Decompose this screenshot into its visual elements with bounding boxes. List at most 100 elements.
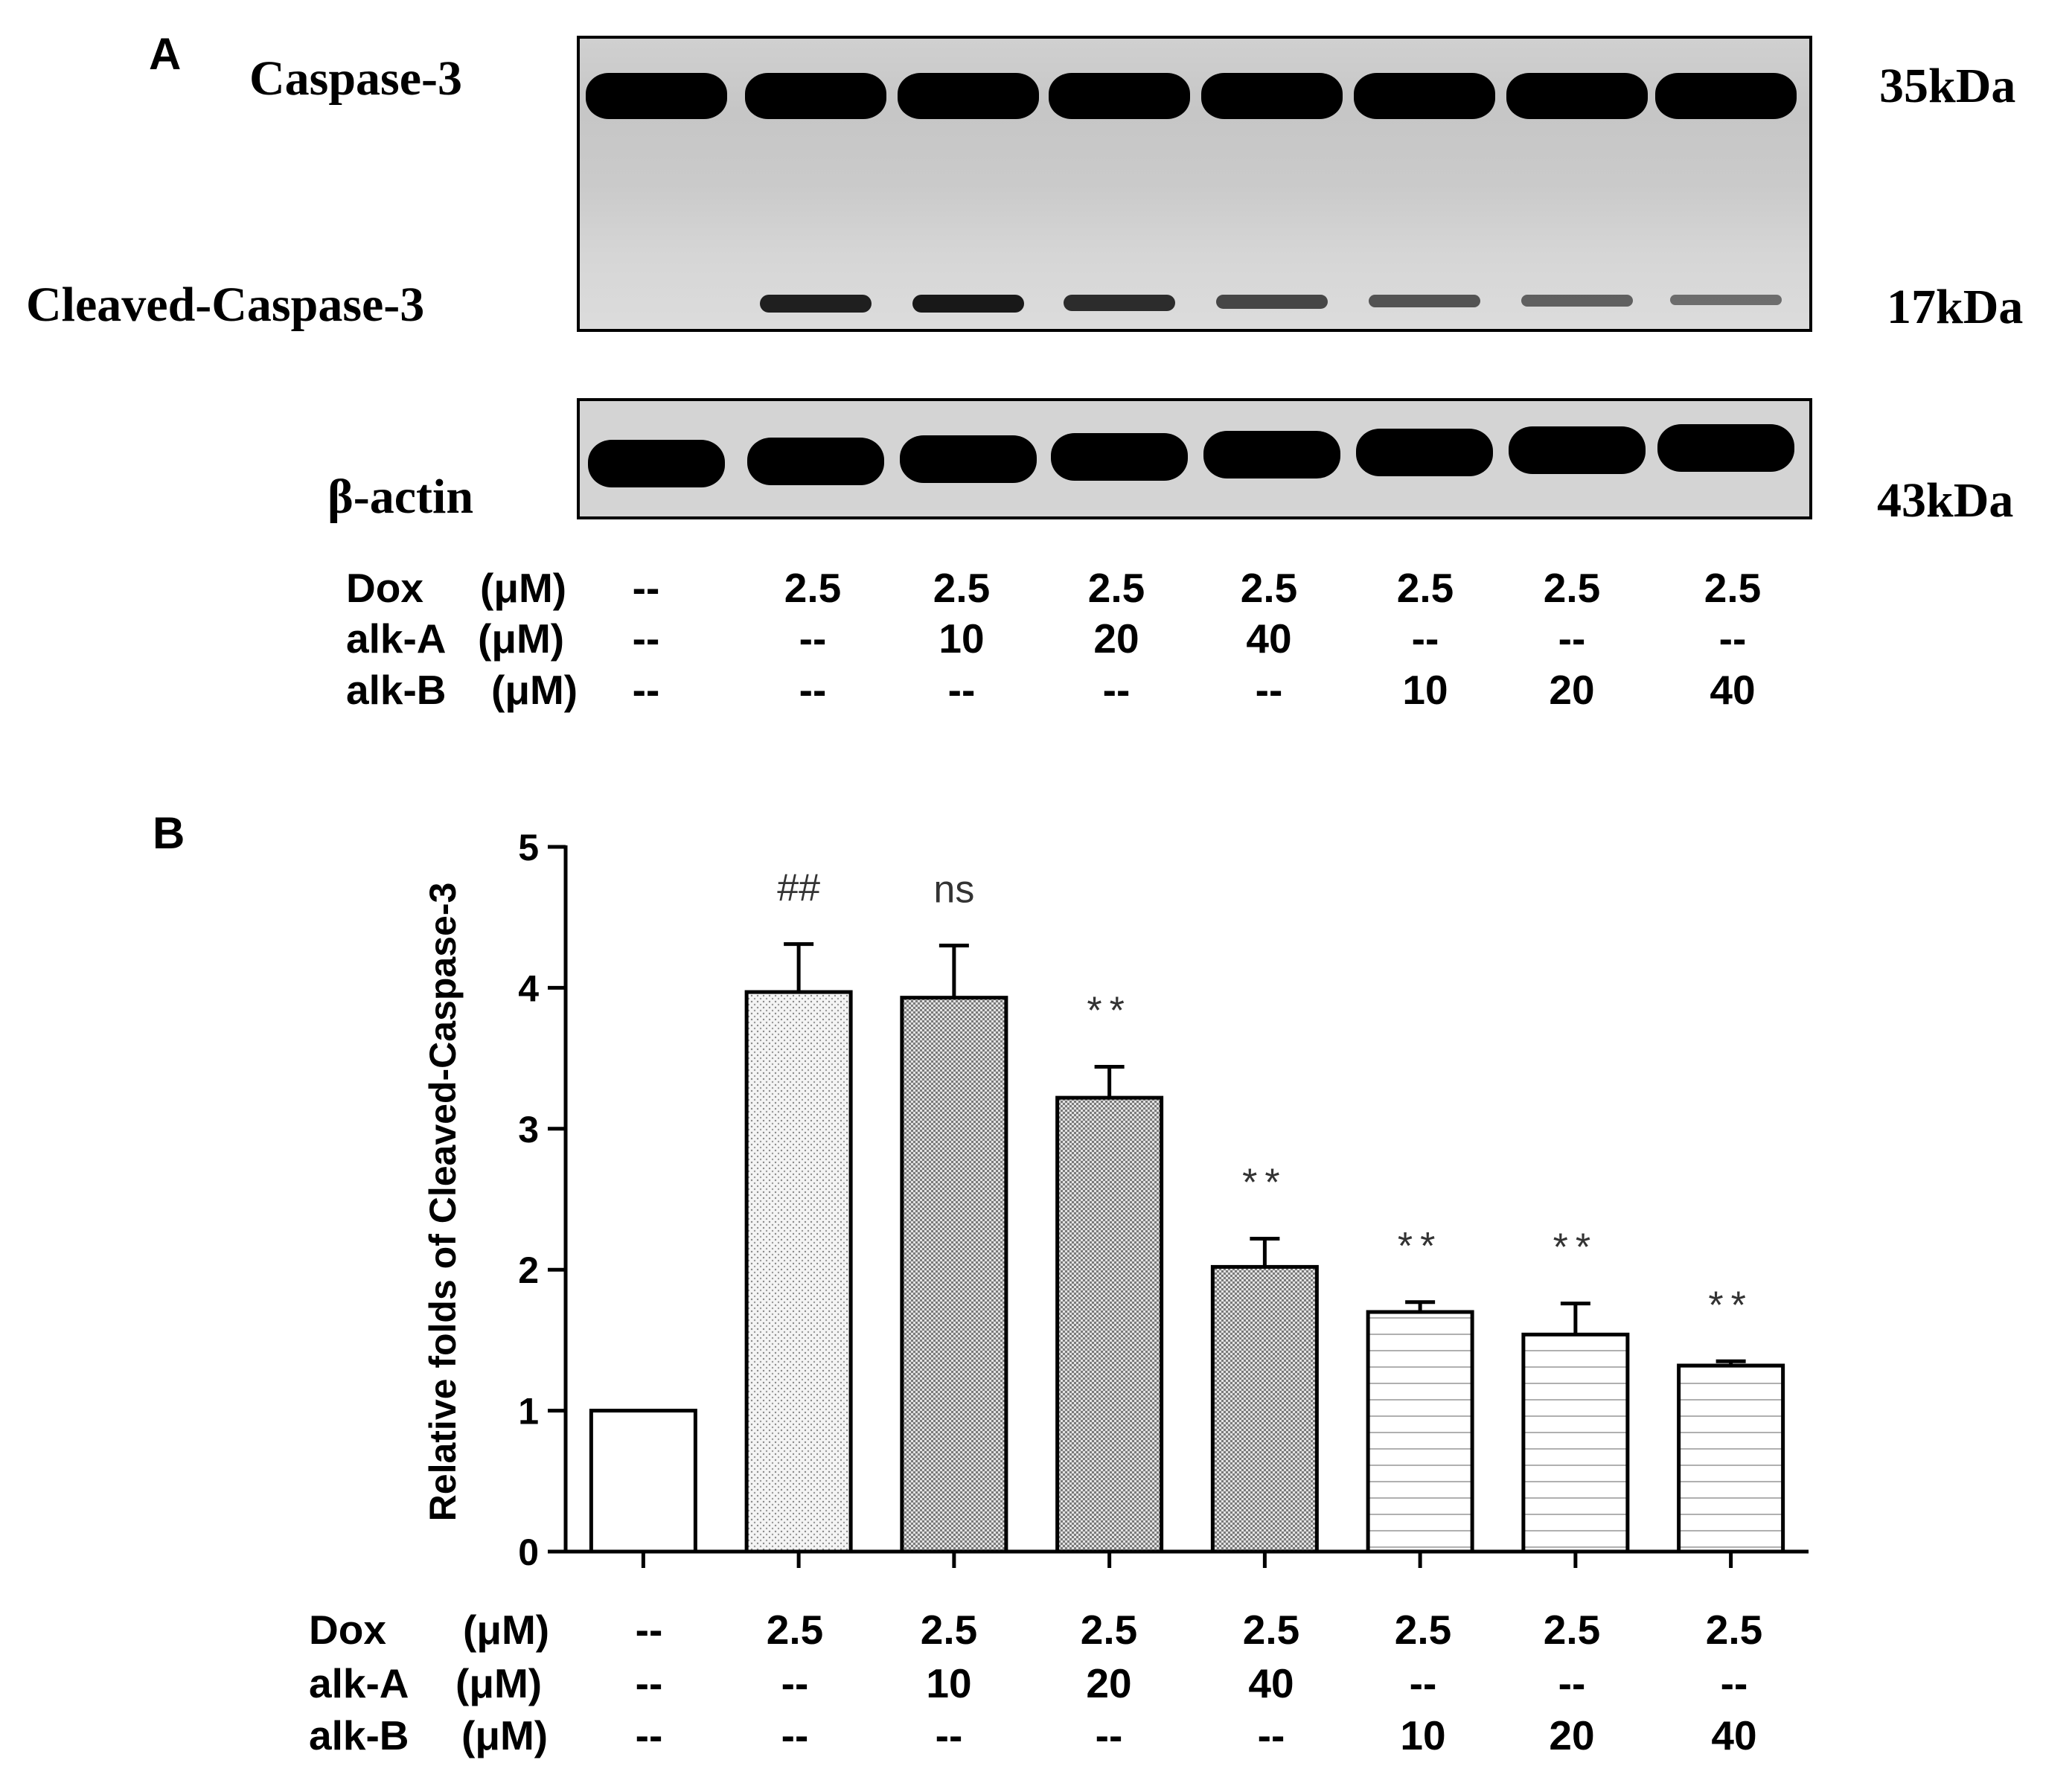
y-tick-label: 2 — [518, 1249, 539, 1291]
bar — [1055, 1095, 1164, 1554]
significance-annotation: ** — [1087, 989, 1131, 1032]
cleaved-caspase3-band — [760, 295, 872, 313]
y-tick-label: 3 — [518, 1109, 539, 1150]
panel-a-cell: 40 — [1710, 667, 1756, 713]
bar — [900, 996, 1008, 1554]
panel-b-cell: 2.5 — [766, 1607, 824, 1653]
cleaved-caspase3-band — [1369, 295, 1480, 308]
bar — [1210, 1264, 1319, 1554]
panel-a-dox-unit: (μM) — [480, 565, 567, 611]
mw-43kda-label: 43kDa — [1877, 473, 2014, 528]
panel-a-cell: 2.5 — [1240, 565, 1298, 611]
panel-a-cell: 20 — [1093, 615, 1139, 662]
mw-17kda-label: 17kDa — [1887, 280, 2024, 334]
significance-annotation: ** — [1553, 1226, 1598, 1270]
caspase3-band — [1655, 73, 1797, 119]
panel-a-cell: -- — [632, 565, 660, 611]
caspase-blot-image — [577, 36, 1812, 332]
panel-a-alk-a-label: alk-A — [346, 615, 447, 662]
panel-a-alk-b-unit: (μM) — [491, 667, 578, 713]
significance-annotation: ## — [777, 867, 820, 910]
panel-a-letter: A — [149, 29, 182, 79]
significance-annotation: ** — [1242, 1162, 1287, 1205]
beta-actin-band — [1657, 424, 1794, 472]
panel-b-alk-a-label: alk-A — [309, 1660, 409, 1706]
panel-a-cell: 20 — [1549, 667, 1595, 713]
panel-b-cell: -- — [635, 1712, 663, 1758]
panel-b-cell: -- — [781, 1660, 809, 1706]
panel-a-cell: 2.5 — [1087, 565, 1145, 611]
y-tick-label: 4 — [518, 967, 539, 1009]
panel-b-cell: -- — [1409, 1660, 1437, 1706]
panel-b-cell: -- — [1257, 1712, 1285, 1758]
panel-a-cell: -- — [1718, 615, 1747, 662]
panel-b-alk-b-unit: (μM) — [461, 1712, 549, 1758]
panel-a-cell: -- — [1255, 667, 1283, 713]
panel-b-cell: -- — [935, 1712, 963, 1758]
panel-b-cell: 2.5 — [1705, 1607, 1763, 1653]
beta-actin-band — [1509, 426, 1646, 474]
panel-b-alk-b-label: alk-B — [309, 1712, 409, 1758]
panel-b-cell: 20 — [1086, 1660, 1132, 1706]
caspase3-band — [1201, 73, 1343, 119]
chart-bars: ## ns ** ** ** ** ** — [589, 867, 1785, 1554]
cleaved-caspase3-band — [1064, 295, 1175, 311]
caspase3-band — [1049, 73, 1190, 119]
caspase3-label: Caspase-3 — [249, 51, 463, 106]
panel-b-alk-a-unit: (μM) — [455, 1660, 543, 1706]
panel-a-cell: 10 — [1402, 667, 1448, 713]
panel-b-cell: 2.5 — [1543, 1607, 1601, 1653]
panel-b-cell: 2.5 — [920, 1607, 978, 1653]
panel-b-cell: 2.5 — [1080, 1607, 1138, 1653]
panel-b-cell: -- — [1720, 1660, 1748, 1706]
panel-a-cell: -- — [947, 667, 976, 713]
significance-annotation: ** — [1708, 1284, 1753, 1327]
cleaved-caspase3-band — [912, 295, 1024, 313]
beta-actin-band — [900, 435, 1037, 483]
y-axis-label: Relative folds of Cleaved-Caspase-3 — [422, 883, 464, 1522]
y-tick-label: 0 — [518, 1531, 539, 1573]
panel-b-cell: 10 — [1400, 1712, 1446, 1758]
panel-b-cell: 2.5 — [1242, 1607, 1300, 1653]
panel-a-cell: -- — [1102, 667, 1131, 713]
cleaved-caspase3-band — [1216, 295, 1328, 309]
panel-a-alk-b-label: alk-B — [346, 667, 447, 713]
panel-b-cell: -- — [635, 1607, 663, 1653]
panel-b-cell: -- — [1558, 1660, 1586, 1706]
significance-annotation: ** — [1398, 1225, 1442, 1268]
cleaved-caspase3-label: Cleaved-Caspase-3 — [26, 278, 425, 332]
beta-actin-band — [1051, 433, 1188, 481]
panel-b-cell: -- — [1095, 1712, 1123, 1758]
panel-a-cell: -- — [1558, 615, 1586, 662]
bar-chart: 0 1 2 3 4 5 ## ns ** ** ** ** ** Relative folds of … — [422, 827, 1809, 1573]
significance-annotation: ns — [933, 868, 974, 912]
panel-b-cell: 20 — [1549, 1712, 1595, 1758]
mw-35kda-label: 35kDa — [1879, 59, 2016, 113]
y-tick-label: 5 — [518, 827, 539, 868]
panel-a-dox-label: Dox — [346, 565, 423, 611]
panel-a-cell: -- — [632, 615, 660, 662]
bar — [589, 1409, 697, 1554]
y-tick-label: 1 — [518, 1391, 539, 1433]
panel-b-dox-unit: (μM) — [463, 1607, 550, 1653]
caspase3-band — [586, 73, 727, 119]
panel-b-cell: 10 — [926, 1660, 972, 1706]
panel-b-letter: B — [153, 808, 185, 858]
panel-a-cell: -- — [632, 667, 660, 713]
caspase3-band — [898, 73, 1039, 119]
panel-a-cell: -- — [799, 615, 827, 662]
panel-a-cell: 2.5 — [1704, 565, 1762, 611]
cleaved-caspase3-band — [1521, 295, 1633, 307]
caspase3-band — [1354, 73, 1495, 119]
panel-a-cell: 40 — [1246, 615, 1292, 662]
panel-a-cell: 10 — [939, 615, 985, 662]
panel-b-cell: 40 — [1248, 1660, 1294, 1706]
panel-b-cell: -- — [635, 1660, 663, 1706]
panel-a-cell: 2.5 — [933, 565, 991, 611]
panel-b-cell: -- — [781, 1712, 809, 1758]
bar — [1677, 1363, 1785, 1554]
caspase3-band — [745, 73, 886, 119]
caspase3-band — [1506, 73, 1648, 119]
bar — [1521, 1332, 1630, 1554]
beta-actin-label: β-actin — [327, 470, 474, 524]
